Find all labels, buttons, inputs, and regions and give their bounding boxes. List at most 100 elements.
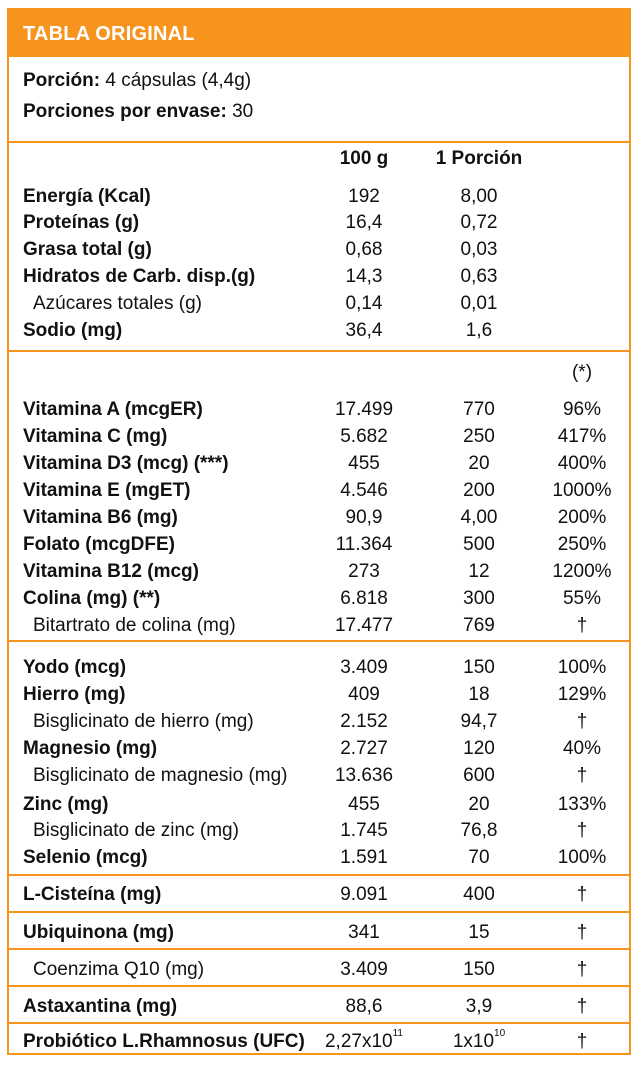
value-portion: 300 — [463, 588, 495, 609]
value-base: 1x10 — [452, 1031, 495, 1052]
column-header-100g: 100 g — [339, 148, 389, 169]
portion-label: Porción: — [23, 70, 101, 91]
value-100g: 14,3 — [345, 266, 383, 287]
value-100g: 192 — [348, 186, 380, 207]
value-daily-percent: † — [576, 884, 588, 905]
per-pack-value: 30 — [232, 101, 254, 122]
value-daily-percent: 40% — [562, 738, 602, 759]
nutrient-label: Hierro (mg) — [23, 684, 126, 705]
divider — [9, 640, 629, 642]
value-100g: 273 — [348, 561, 380, 582]
value-portion: 94,7 — [460, 711, 498, 732]
divider — [9, 911, 629, 913]
value-100g: 88,6 — [345, 996, 383, 1017]
value-100g: 2.727 — [340, 738, 388, 759]
nutrient-label: Zinc (mg) — [23, 794, 109, 815]
value-100g: 409 — [348, 684, 380, 705]
value-portion: 0,01 — [460, 293, 498, 314]
table-title: TABLA ORIGINAL — [23, 23, 195, 45]
nutrient-label: Proteínas (g) — [23, 212, 140, 233]
nutrient-label: Ubiquinona (mg) — [23, 922, 174, 943]
value-100g: 16,4 — [345, 212, 383, 233]
value-daily-percent: † — [576, 1031, 588, 1052]
value-portion: 15 — [468, 922, 490, 943]
value-100g: 4.546 — [340, 480, 388, 501]
value-portion: 70 — [468, 847, 490, 868]
value-portion: 4,00 — [460, 507, 498, 528]
nutrient-label: Astaxantina (mg) — [23, 996, 178, 1017]
value-100g: 9.091 — [340, 884, 388, 905]
value-100g: 1.745 — [340, 820, 388, 841]
nutrient-label: Vitamina E (mgET) — [23, 480, 191, 501]
divider — [9, 141, 629, 143]
nutrient-label: Energía (Kcal) — [23, 186, 151, 207]
serving-per-pack: Porciones por envase: 30 — [23, 101, 253, 123]
nutrient-label: Yodo (mcg) — [23, 657, 127, 678]
value-100g: 36,4 — [345, 320, 383, 341]
value-daily-percent: 55% — [562, 588, 602, 609]
nutrient-label: Bisglicinato de hierro (mg) — [33, 711, 254, 732]
value-daily-percent: 200% — [557, 507, 607, 528]
value-daily-percent: 100% — [557, 657, 607, 678]
nutrient-label: Bisglicinato de zinc (mg) — [33, 820, 239, 841]
value-portion: 20 — [468, 453, 490, 474]
column-header-portion: 1 Porción — [435, 148, 523, 169]
value-daily-percent: 133% — [557, 794, 607, 815]
value-portion: 120 — [463, 738, 495, 759]
value-portion: 76,8 — [460, 820, 498, 841]
value-daily-percent: 96% — [562, 399, 602, 420]
value-exponent: 11 — [392, 1028, 403, 1039]
value-daily-percent: 129% — [557, 684, 607, 705]
value-portion: 500 — [463, 534, 495, 555]
value-daily-percent: † — [576, 711, 588, 732]
value-daily-percent: 417% — [557, 426, 607, 447]
nutrient-label: Vitamina D3 (mcg) (***) — [23, 453, 229, 474]
divider — [9, 948, 629, 950]
value-100g: 2,27x1011 — [314, 1028, 414, 1053]
serving-portion: Porción: 4 cápsulas (4,4g) — [23, 70, 251, 92]
nutrient-label: Coenzima Q10 (mg) — [33, 959, 205, 980]
value-100g: 90,9 — [345, 507, 383, 528]
value-portion: 0,03 — [460, 239, 498, 260]
value-portion: 150 — [463, 959, 495, 980]
nutrient-label: Magnesio (mg) — [23, 738, 158, 759]
divider — [9, 350, 629, 352]
value-portion: 18 — [468, 684, 490, 705]
value-portion: 250 — [463, 426, 495, 447]
value-100g: 455 — [348, 794, 380, 815]
value-portion: 0,63 — [460, 266, 498, 287]
value-100g: 11.364 — [335, 534, 393, 555]
per-pack-label: Porciones por envase: — [23, 101, 227, 122]
table-header: TABLA ORIGINAL — [9, 10, 629, 57]
value-100g: 3.409 — [340, 657, 388, 678]
value-100g: 3.409 — [340, 959, 388, 980]
nutrient-label: Hidratos de Carb. disp.(g) — [23, 266, 256, 287]
value-daily-percent: 400% — [557, 453, 607, 474]
nutrition-table: TABLA ORIGINAL Porción: 4 cápsulas (4,4g… — [7, 8, 631, 1055]
divider — [9, 1022, 629, 1024]
nutrient-label: Azúcares totales (g) — [33, 293, 202, 314]
nutrient-label: Probiótico L.Rhamnosus (UFC) — [23, 1031, 305, 1052]
value-portion: 770 — [463, 399, 495, 420]
value-daily-percent: 250% — [557, 534, 607, 555]
value-100g: 455 — [348, 453, 380, 474]
value-100g: 341 — [348, 922, 380, 943]
value-daily-percent: † — [576, 615, 588, 636]
divider — [9, 874, 629, 876]
value-daily-percent: † — [576, 959, 588, 980]
value-portion: 8,00 — [460, 186, 498, 207]
nutrient-label: Bisglicinato de magnesio (mg) — [33, 765, 288, 786]
nutrient-label: Selenio (mcg) — [23, 847, 148, 868]
value-base: 2,27x10 — [324, 1031, 393, 1052]
value-daily-percent: † — [576, 765, 588, 786]
value-daily-percent: 1000% — [552, 480, 612, 501]
value-portion: 12 — [468, 561, 490, 582]
value-portion: 1,6 — [465, 320, 493, 341]
nutrient-label: Folato (mcgDFE) — [23, 534, 175, 555]
nutrient-label: Vitamina B12 (mcg) — [23, 561, 199, 582]
divider — [9, 985, 629, 987]
value-portion: 600 — [463, 765, 495, 786]
value-portion: 0,72 — [460, 212, 498, 233]
value-100g: 5.682 — [340, 426, 388, 447]
value-daily-percent: † — [576, 996, 588, 1017]
